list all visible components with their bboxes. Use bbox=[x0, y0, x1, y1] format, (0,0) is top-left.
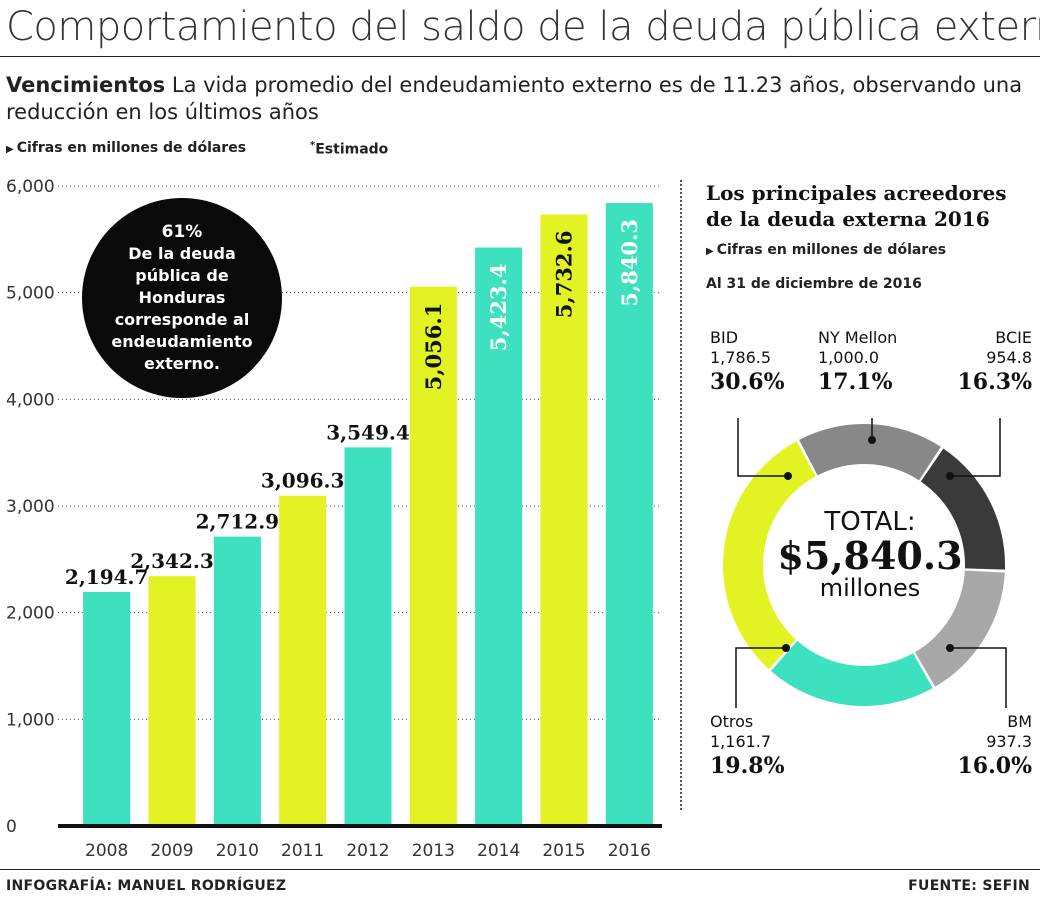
leader-dot bbox=[784, 472, 792, 480]
creditor-value: 1,786.5 bbox=[710, 348, 772, 367]
slice-ny-mellon bbox=[799, 423, 941, 481]
data-label: 2,342.3 bbox=[130, 549, 214, 573]
y-tick-label: 6,000 bbox=[6, 177, 55, 197]
leader-dot bbox=[946, 644, 954, 652]
subtitle: Vencimientos La vida promedio del endeud… bbox=[6, 72, 1026, 126]
creditor-name: BID bbox=[710, 328, 739, 347]
callout-percent: 61% bbox=[161, 222, 203, 242]
bar-2009 bbox=[148, 576, 196, 826]
page-title: Comportamiento del saldo de la deuda púb… bbox=[6, 4, 1040, 50]
bar-chart: 0 1,000 2,000 3,000 4,000 5,000 6,000 2008 2,194… bbox=[6, 177, 662, 861]
leader-line bbox=[735, 647, 786, 708]
leader-dot bbox=[946, 472, 954, 480]
creditor-percent: 17.1% bbox=[818, 369, 893, 395]
donut-chart bbox=[723, 418, 1007, 708]
units-note: ▶ Cifras en millones de dólares bbox=[6, 140, 246, 156]
y-tick-label: 1,000 bbox=[6, 710, 55, 730]
y-tick-label: 4,000 bbox=[6, 390, 55, 410]
x-tick-label: 2016 bbox=[608, 841, 651, 861]
creditor-value: 937.3 bbox=[986, 732, 1032, 751]
data-label: 3,096.3 bbox=[261, 469, 345, 493]
x-tick-label: 2009 bbox=[150, 841, 193, 861]
creditor-percent: 30.6% bbox=[710, 369, 785, 395]
total-unit: millones bbox=[819, 574, 921, 602]
total-value: $5,840.3 bbox=[777, 533, 963, 578]
x-tick-label: 2010 bbox=[216, 841, 259, 861]
creditor-label-bcie: BCIE 954.8 16.3% bbox=[930, 328, 1033, 396]
data-label: 5,056.1 bbox=[421, 303, 446, 391]
data-label: 3,549.4 bbox=[326, 420, 410, 444]
creditor-value: 1,161.7 bbox=[710, 732, 772, 751]
leader-dot bbox=[868, 436, 876, 444]
data-label: 2,194.7 bbox=[65, 565, 149, 589]
creditor-name: NY Mellon bbox=[818, 328, 898, 347]
creditors-date: Al 31 de diciembre de 2016 bbox=[706, 276, 922, 292]
leader-line bbox=[950, 418, 1001, 477]
creditor-value: 954.8 bbox=[986, 348, 1032, 367]
triangle-icon: ▶ bbox=[706, 246, 714, 257]
data-label: 5,423.4 bbox=[486, 264, 511, 352]
bar-2012 bbox=[344, 447, 392, 826]
estimated-mark: * bbox=[310, 140, 316, 151]
y-tick-label: 0 bbox=[6, 817, 17, 837]
slice-bcie bbox=[920, 448, 1005, 570]
bar-2008 bbox=[83, 591, 131, 826]
slice-bm bbox=[915, 570, 1005, 687]
creditors-title: Los principales acreedores de la deuda e… bbox=[706, 181, 1007, 231]
data-label: 5,840.3 bbox=[617, 219, 642, 307]
subtitle-bold: Vencimientos bbox=[6, 73, 166, 97]
x-tick-label: 2013 bbox=[412, 841, 455, 861]
bar-2016 bbox=[605, 203, 653, 826]
creditor-percent: 16.3% bbox=[957, 369, 1033, 395]
x-tick-label: 2015 bbox=[542, 841, 585, 861]
footer-rule bbox=[0, 869, 1040, 870]
slice-otros bbox=[770, 640, 933, 707]
x-tick-label: 2012 bbox=[346, 841, 389, 861]
x-tick-label: 2011 bbox=[281, 841, 324, 861]
bar-2013 bbox=[409, 286, 457, 826]
creditor-name: BM bbox=[1007, 712, 1032, 731]
y-tick-label: 3,000 bbox=[6, 497, 55, 517]
creditors-units-note: ▶ Cifras en millones de dólares bbox=[706, 242, 946, 258]
total-label: TOTAL: bbox=[824, 507, 916, 537]
creditor-percent: 16.0% bbox=[957, 753, 1033, 779]
creditor-percent: 19.8% bbox=[710, 753, 785, 779]
creditor-value: 1,000.0 bbox=[818, 348, 880, 367]
y-tick-label: 2,000 bbox=[6, 604, 55, 624]
creditor-label-otros: Otros 1,161.7 19.8% bbox=[710, 712, 785, 780]
callout-circle: 61% De la deuda pública de Honduras corr… bbox=[82, 198, 282, 398]
creditor-name: BCIE bbox=[995, 328, 1032, 347]
footer-credit: INFOGRAFÍA: MANUEL RODRÍGUEZ bbox=[6, 878, 287, 894]
bar-2010 bbox=[213, 536, 261, 826]
data-label: 2,712.9 bbox=[196, 510, 280, 534]
donut-total: TOTAL: $5,840.3 millones bbox=[760, 508, 980, 600]
units-note-text: Cifras en millones de dólares bbox=[16, 140, 247, 156]
bar-2014 bbox=[475, 247, 523, 826]
estimated-note: *Estimado bbox=[310, 140, 388, 158]
footer-source: FUENTE: SEFIN bbox=[908, 878, 1030, 894]
leader-line bbox=[737, 418, 788, 477]
bar-2015 bbox=[540, 214, 588, 827]
creditor-name: Otros bbox=[710, 712, 754, 731]
slice-bid bbox=[723, 441, 816, 669]
creditors-units-text: Cifras en millones de dólares bbox=[716, 242, 947, 258]
leader-dot bbox=[782, 644, 790, 652]
creditor-label-bid: BID 1,786.5 30.6% bbox=[710, 328, 785, 396]
x-tick-label: 2008 bbox=[85, 841, 128, 861]
estimated-note-text: Estimado bbox=[315, 141, 389, 158]
bar-2011 bbox=[279, 495, 327, 826]
leader-line bbox=[950, 647, 1007, 708]
y-tick-label: 5,000 bbox=[6, 284, 55, 304]
data-label: 5,732.6 bbox=[552, 231, 577, 319]
creditor-label-nymellon: NY Mellon 1,000.0 17.1% bbox=[818, 328, 897, 396]
title-rule bbox=[0, 56, 1040, 57]
triangle-icon: ▶ bbox=[6, 144, 14, 155]
x-tick-label: 2014 bbox=[477, 841, 520, 861]
section-divider bbox=[680, 180, 682, 810]
subtitle-text: La vida promedio del endeudamiento exter… bbox=[6, 73, 1023, 124]
callout-message: De la deuda pública de Honduras correspo… bbox=[111, 244, 253, 373]
creditor-label-bm: BM 937.3 16.0% bbox=[930, 712, 1033, 780]
